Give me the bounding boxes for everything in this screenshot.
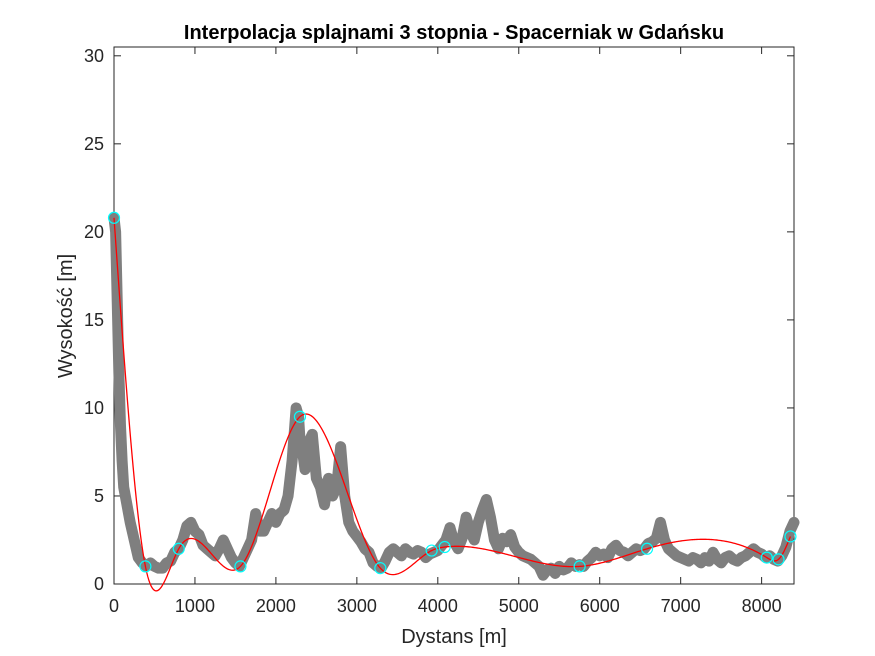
interpolation-node-marker <box>374 562 387 575</box>
series-layer <box>107 211 800 592</box>
axes-box <box>113 46 795 585</box>
cubic-spline-line <box>113 217 792 592</box>
interpolation-node-marker <box>425 544 438 557</box>
interpolation-node-marker <box>293 410 307 423</box>
tick-labels: 0 1000 2000 3000 4000 5000 6000 7000 8000 0 5 10 15 2… <box>84 46 782 616</box>
y-tick-label: 30 <box>84 46 104 66</box>
chart-title: Interpolacja splajnami 3 stopnia - Space… <box>184 22 724 44</box>
y-tick-label: 0 <box>94 574 104 594</box>
y-tick-label: 5 <box>94 486 104 506</box>
x-tick-label: 5000 <box>499 596 539 616</box>
interpolation-node-marker <box>772 553 785 566</box>
interpolation-node-marker <box>172 542 185 555</box>
x-axis-label: Dystans [m] <box>401 626 507 648</box>
interpolation-node-marker <box>139 560 152 573</box>
interpolation-node-marker <box>640 542 654 555</box>
plot-area: 0 1000 2000 3000 4000 5000 6000 7000 8000 0 5 10 15 2… <box>84 46 800 616</box>
x-tick-label: 2000 <box>256 596 296 616</box>
y-tick-label: 15 <box>84 310 104 330</box>
tick-marks <box>113 47 794 585</box>
y-tick-label: 20 <box>84 222 104 242</box>
y-tick-label: 25 <box>84 134 104 154</box>
interpolation-node-marker <box>784 530 797 543</box>
x-tick-label: 4000 <box>418 596 458 616</box>
x-tick-label: 6000 <box>580 596 620 616</box>
x-tick-label: 7000 <box>661 596 701 616</box>
x-tick-label: 0 <box>109 596 119 616</box>
interpolation-node-marker <box>573 560 586 573</box>
interpolation-node-marker <box>234 560 247 573</box>
interpolation-node-marker <box>438 540 451 554</box>
x-tick-label: 1000 <box>175 596 215 616</box>
y-tick-label: 10 <box>84 398 104 418</box>
x-tick-label: 3000 <box>337 596 377 616</box>
interpolation-node-marker <box>760 551 773 564</box>
x-tick-label: 8000 <box>742 596 782 616</box>
y-axis-label: Wysokość [m] <box>55 254 77 378</box>
interpolation-node-marker <box>107 211 121 224</box>
